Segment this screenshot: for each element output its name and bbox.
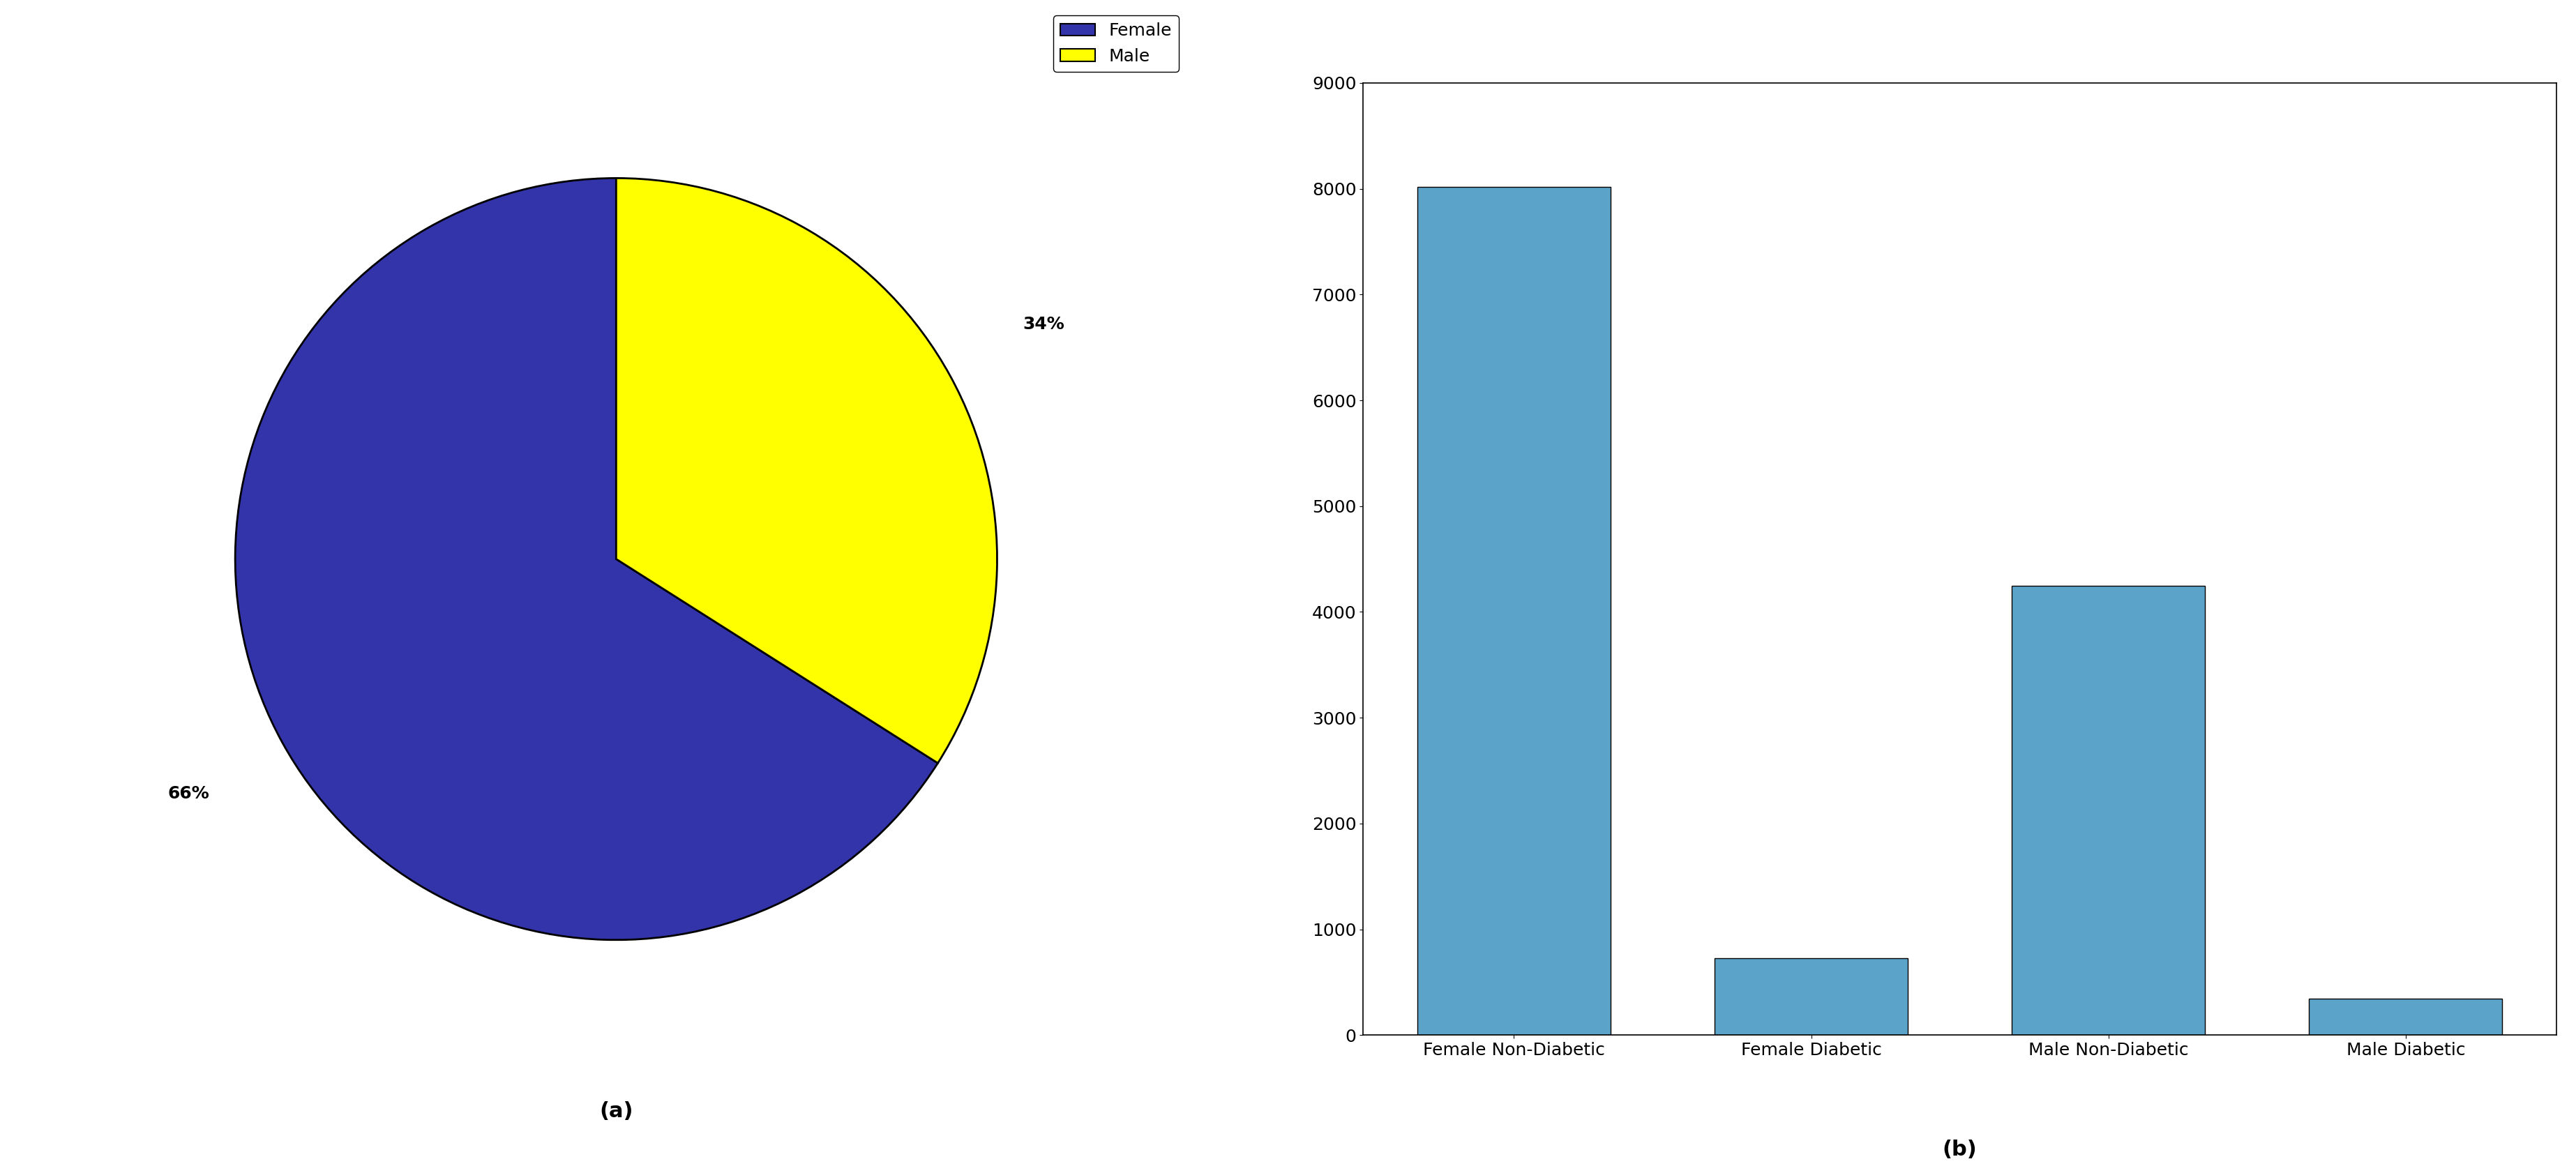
Text: 34%: 34% <box>1023 316 1064 332</box>
Bar <box>2308 999 2501 1035</box>
Wedge shape <box>616 178 997 764</box>
Text: 66%: 66% <box>167 786 209 802</box>
Bar <box>1417 187 1610 1035</box>
Text: (a): (a) <box>600 1101 634 1121</box>
Bar <box>2012 585 2205 1035</box>
Text: (b): (b) <box>1942 1139 1978 1159</box>
Wedge shape <box>234 178 938 940</box>
Bar <box>1716 958 1909 1035</box>
Legend: Female, Male: Female, Male <box>1054 15 1180 72</box>
